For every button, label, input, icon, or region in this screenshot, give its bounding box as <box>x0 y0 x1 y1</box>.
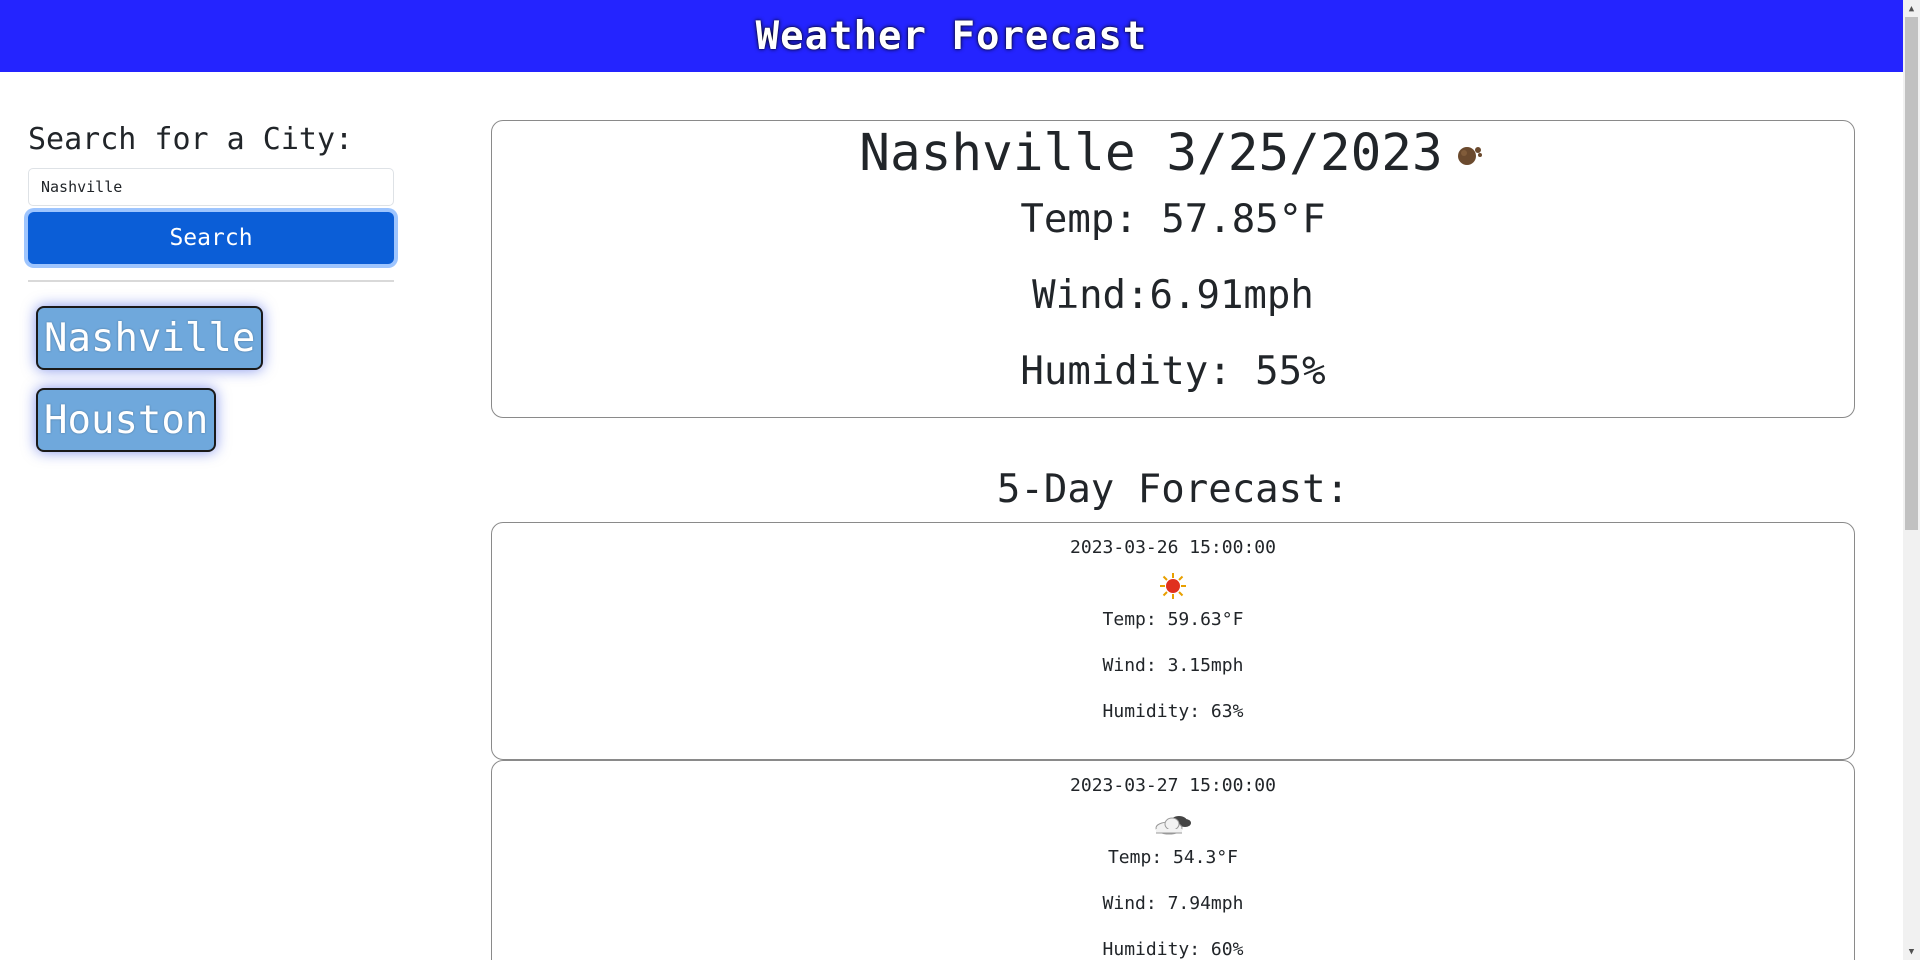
vertical-scrollbar[interactable]: ▲ ▼ <box>1903 0 1920 960</box>
cloud-icon <box>492 809 1854 839</box>
search-history: Nashville Houston <box>28 306 394 452</box>
forecast-datetime: 2023-03-27 15:00:00 <box>1070 775 1276 796</box>
header-bar: Weather Forecast <box>0 0 1903 72</box>
forecast-wind: Wind: 7.94mph <box>1102 893 1244 914</box>
forecast-heading: 5-Day Forecast: <box>996 467 1350 512</box>
forecast-temp: Temp: 59.63°F <box>1102 609 1244 630</box>
sidebar-divider <box>28 280 394 282</box>
search-heading: Search for a City: <box>28 122 354 157</box>
scroll-down-arrow-icon[interactable]: ▼ <box>1908 946 1915 957</box>
current-weather-title: Nashville 3/25/2023 <box>492 123 1854 185</box>
forecast-datetime: 2023-03-26 15:00:00 <box>1070 537 1276 558</box>
history-button-houston[interactable]: Houston <box>36 388 217 452</box>
city-search-input[interactable] <box>28 168 394 206</box>
current-temp: Temp: 57.85°F <box>1020 197 1326 242</box>
current-city-date: Nashville 3/25/2023 <box>859 124 1443 183</box>
current-humidity: Humidity: 55% <box>1020 349 1326 394</box>
moon-cloud-icon <box>1453 123 1487 185</box>
forecast-card: 2023-03-27 15:00:00 Temp: 54.3°F Wind: 7… <box>491 760 1855 960</box>
scrollbar-thumb[interactable] <box>1905 17 1918 530</box>
current-weather-card: Nashville 3/25/2023 Temp: 57.85°F Wind:6… <box>491 120 1855 418</box>
forecast-list: 2023-03-26 15:00:00 Temp: <box>491 522 1855 960</box>
forecast-wind: Wind: 3.15mph <box>1102 655 1244 676</box>
sun-icon <box>492 571 1854 601</box>
sidebar: Search for a City: Search Nashville Hous… <box>28 120 394 470</box>
current-wind: Wind:6.91mph <box>1032 273 1314 318</box>
page-title: Weather Forecast <box>755 13 1148 59</box>
scroll-up-arrow-icon[interactable]: ▲ <box>1908 3 1915 14</box>
forecast-humidity: Humidity: 63% <box>1102 701 1244 722</box>
forecast-card: 2023-03-26 15:00:00 Temp: <box>491 522 1855 760</box>
forecast-humidity: Humidity: 60% <box>1102 939 1244 960</box>
history-button-nashville[interactable]: Nashville <box>36 306 264 370</box>
forecast-temp: Temp: 54.3°F <box>1107 847 1239 868</box>
search-button[interactable]: Search <box>28 212 394 264</box>
